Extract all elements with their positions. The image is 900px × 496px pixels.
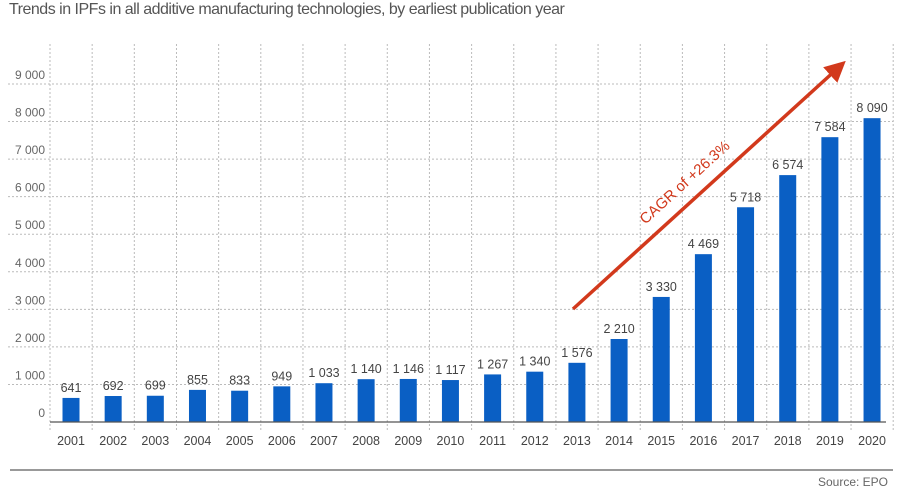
chart-title: Trends in IPFs in all additive manufactu… (9, 1, 565, 18)
data-label: 8 090 (856, 101, 887, 115)
y-tick-label: 2 000 (15, 331, 45, 345)
x-tick-label: 2018 (774, 434, 802, 448)
bar-2003 (146, 395, 164, 422)
y-tick-label: 5 000 (15, 218, 45, 232)
data-label: 1 340 (519, 355, 550, 369)
bar-2010 (441, 380, 459, 422)
data-label: 6 574 (772, 158, 803, 172)
x-tick-label: 2003 (141, 434, 169, 448)
cagr-annotation: CAGR of +26.3% (637, 138, 734, 228)
data-label: 692 (103, 379, 124, 393)
x-tick-label: 2012 (521, 434, 549, 448)
x-tick-label: 2007 (310, 434, 338, 448)
bar-chart: 0 1 000 2 000 3 000 4 000 5 000 6 000 7 000 8 00… (8, 44, 894, 448)
x-tick-label: 2017 (732, 434, 760, 448)
data-label: 641 (61, 381, 82, 395)
x-tick-label: 2002 (99, 434, 127, 448)
bar-2015 (652, 296, 670, 422)
data-label: 855 (187, 373, 208, 387)
x-tick-label: 2019 (816, 434, 844, 448)
data-label: 5 718 (730, 190, 761, 204)
data-label: 949 (271, 369, 292, 383)
y-tick-label: 4 000 (15, 256, 45, 270)
bar-2018 (779, 175, 797, 422)
data-label: 3 330 (646, 280, 677, 294)
data-label: 1 117 (435, 363, 465, 377)
data-label: 1 033 (308, 366, 339, 380)
bar-2020 (863, 118, 881, 423)
y-tick-label: 7 000 (15, 143, 45, 157)
data-label: 4 469 (688, 237, 719, 251)
x-tick-label: 2001 (57, 434, 85, 448)
x-tick-label: 2020 (858, 434, 886, 448)
x-tick-label: 2009 (394, 434, 422, 448)
bar-2005 (231, 390, 249, 422)
data-label: 1 146 (393, 362, 424, 376)
y-tick-label: 1 000 (15, 368, 45, 382)
footer-divider (10, 469, 893, 471)
cagr-arrow (571, 60, 846, 311)
x-tick-label: 2004 (184, 434, 212, 448)
bar-2009 (399, 378, 417, 422)
data-label: 1 576 (561, 346, 592, 360)
data-label: 2 210 (603, 322, 634, 336)
x-tick-label: 2005 (226, 434, 254, 448)
bar-2017 (737, 207, 755, 422)
bar-2014 (610, 339, 628, 422)
bar-2004 (188, 389, 206, 422)
data-label: 1 267 (477, 357, 508, 371)
y-tick-label: 6 000 (15, 181, 45, 195)
y-tick-label: 3 000 (15, 293, 45, 307)
data-label: 1 140 (350, 362, 381, 376)
bar-2011 (484, 374, 502, 422)
x-tick-label: 2016 (689, 434, 717, 448)
bar-2012 (526, 371, 544, 422)
x-tick-label: 2006 (268, 434, 296, 448)
x-tick-label: 2015 (647, 434, 675, 448)
bar-2007 (315, 383, 333, 422)
bar-2001 (62, 397, 80, 422)
x-tick-label: 2014 (605, 434, 633, 448)
bar-2008 (357, 379, 375, 422)
bar-2006 (273, 386, 291, 422)
x-tick-label: 2011 (479, 434, 506, 448)
x-tick-label: 2013 (563, 434, 591, 448)
data-label: 699 (145, 379, 166, 393)
bar-2002 (104, 396, 122, 422)
source-note: Source: EPO (817, 475, 888, 489)
bar-2019 (821, 137, 839, 423)
y-tick-label: 0 (38, 406, 45, 420)
y-tick-label: 9 000 (15, 68, 45, 82)
x-tick-label: 2010 (437, 434, 465, 448)
data-label: 833 (229, 374, 250, 388)
x-tick-label: 2008 (352, 434, 380, 448)
bar-2016 (694, 254, 712, 422)
y-tick-label: 8 000 (15, 106, 45, 120)
data-label: 7 584 (814, 120, 845, 134)
bar-2013 (568, 362, 586, 422)
